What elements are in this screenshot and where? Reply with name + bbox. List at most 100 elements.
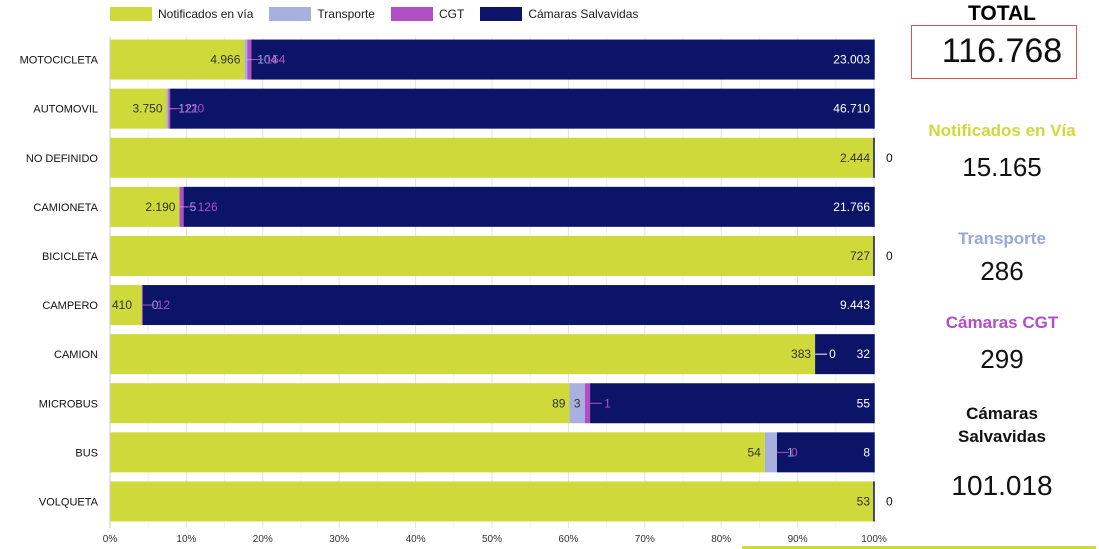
legend-item-1: Transporte (269, 7, 375, 21)
category-label: MOTOCICLETA (20, 55, 99, 67)
data-label-notificados: 383 (791, 347, 811, 361)
x-tick-label: 100% (861, 534, 887, 545)
data-label-cgt: 12 (157, 298, 171, 312)
data-label-notificados: 3.750 (132, 102, 162, 116)
x-tick-label: 20% (253, 534, 273, 545)
legend-item-2: CGT (390, 7, 465, 21)
category-label: CAMIONETA (33, 202, 98, 214)
bar-notificados (110, 39, 245, 80)
bar-transporte (569, 383, 585, 424)
data-label-transporte: 1 (787, 445, 794, 459)
legend-item-3: Cámaras Salvavidas (480, 7, 638, 21)
x-tick-label: 30% (329, 534, 349, 545)
bar-transporte (764, 432, 777, 473)
data-label-camaras: 46.710 (833, 102, 870, 116)
bar-notificados (110, 137, 874, 178)
x-tick-label: 80% (711, 534, 731, 545)
bar-notificados (110, 285, 142, 326)
data-label-cgt: 126 (198, 200, 218, 214)
category-label: MICROBUS (39, 398, 98, 410)
x-tick-label: 0% (103, 534, 118, 545)
chart-legend: Notificados en vía Transporte CGT Cámaras S… (110, 6, 654, 22)
x-tick-label: 50% (482, 534, 502, 545)
x-tick-label: 40% (406, 534, 426, 545)
cgt-value: 299 (980, 344, 1024, 374)
bar-notificados (110, 334, 816, 375)
transporte-value: 286 (980, 256, 1024, 286)
stacked-bar-chart: 0% 10% 20% 30% 40% 50% 60% 70% 80% 90% 100% MOTOCIC… (20, 37, 893, 545)
bar-camaras (183, 186, 875, 227)
data-label-camaras: 23.003 (833, 53, 870, 67)
bar-cgt (584, 383, 591, 424)
bar-camaras (776, 432, 874, 473)
data-label-cgt: 120 (184, 102, 204, 116)
data-label-camaras: 8 (863, 445, 870, 459)
legend-label: CGT (438, 7, 465, 21)
camaras-label-line2: Salvavidas (958, 427, 1046, 446)
data-label-notificados: 2.190 (145, 200, 175, 214)
bar-notificados (110, 432, 765, 473)
legend-swatch (110, 7, 152, 21)
x-tick-label: 90% (788, 534, 808, 545)
data-label-notificados: 2.444 (840, 151, 870, 165)
data-label-transporte: 3 (574, 396, 581, 410)
bar-notificados (110, 235, 874, 276)
legend-label: Cámaras Salvavidas (528, 7, 639, 21)
bar-notificados (110, 88, 167, 129)
data-label-camaras: 9.443 (840, 298, 870, 312)
data-label-camaras: 0 (886, 494, 893, 508)
data-label-notificados: 53 (857, 494, 871, 508)
bar-cgt (141, 285, 143, 326)
data-label-notificados: 54 (747, 445, 761, 459)
cgt-label: Cámaras CGT (945, 313, 1059, 332)
bar-camaras (142, 285, 874, 326)
bar-notificados (110, 481, 874, 522)
category-label: CAMPERO (42, 300, 98, 312)
bar-transporte (166, 88, 169, 129)
data-label-cgt: 154 (265, 53, 285, 67)
legend-item-0: Notificados en vía (110, 7, 253, 21)
camaras-value: 101.018 (951, 470, 1053, 501)
data-label-transporte: 104 (257, 53, 277, 67)
category-label: VOLQUETA (39, 496, 99, 508)
notificados-value: 15.165 (962, 152, 1042, 182)
data-label-camaras: 55 (857, 396, 871, 410)
data-label-cgt: 0 (829, 347, 836, 361)
data-label-cgt: 0 (791, 445, 798, 459)
legend-label: Transporte (317, 7, 375, 21)
total-box (911, 25, 1077, 79)
category-label: BICICLETA (42, 251, 99, 263)
data-label-transporte: 0 (152, 298, 159, 312)
category-label: NO DEFINIDO (26, 153, 99, 165)
total-value: 116.768 (941, 32, 1063, 70)
data-label-notificados: 4.966 (210, 53, 240, 67)
bar-camaras (170, 88, 874, 129)
legend-swatch (390, 7, 433, 21)
x-tick-label: 70% (635, 534, 655, 545)
category-label: CAMION (54, 349, 98, 361)
bar-notificados (110, 383, 570, 424)
data-label-transporte: 121 (178, 102, 198, 116)
bar-transporte (244, 39, 248, 80)
legend-label: Notificados en vía (158, 7, 254, 21)
notificados-label: Notificados en Vía (928, 121, 1076, 140)
camaras-label-line1: Cámaras (966, 404, 1038, 423)
data-label-cgt: 1 (604, 396, 611, 410)
data-label-notificados: 410 (112, 298, 132, 312)
transporte-label: Transporte (958, 229, 1046, 248)
bar-notificados (110, 186, 180, 227)
bar-camaras (251, 39, 874, 80)
legend-swatch (269, 7, 312, 21)
data-label-camaras: 0 (886, 249, 893, 263)
data-label-notificados: 727 (850, 249, 870, 263)
data-label-camaras: 0 (886, 151, 893, 165)
data-label-camaras: 21.766 (833, 200, 870, 214)
decorative-underline (742, 546, 1096, 549)
x-tick-label: 60% (558, 534, 578, 545)
category-label: AUTOMOVIL (33, 104, 98, 116)
x-tick-label: 10% (176, 534, 196, 545)
data-label-notificados: 89 (552, 396, 566, 410)
category-label: BUS (75, 447, 98, 459)
total-title: TOTAL (967, 2, 1037, 25)
legend-swatch (480, 7, 523, 21)
